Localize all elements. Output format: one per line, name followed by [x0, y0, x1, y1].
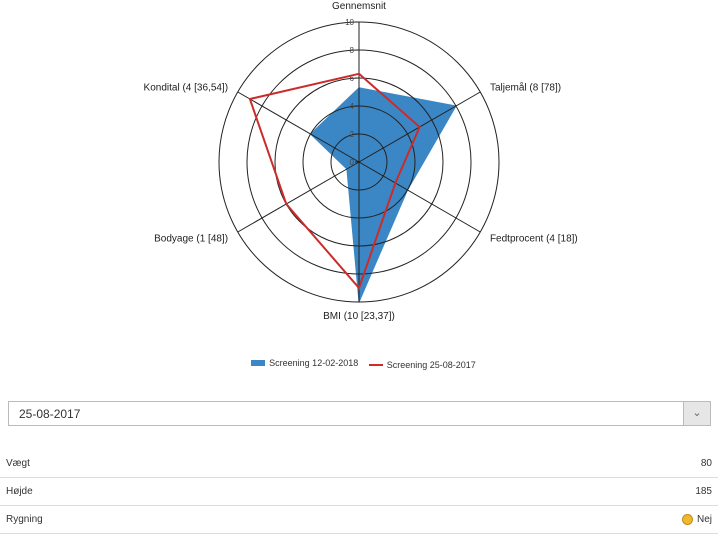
row-label: Højde	[6, 486, 33, 497]
table-row: Vægt 80	[0, 450, 718, 478]
tick-label: 0	[350, 158, 355, 167]
series-line	[248, 72, 421, 290]
row-value: Nej	[696, 514, 712, 525]
row-value: 185	[695, 486, 712, 497]
row-value-wrap: Nej	[681, 514, 712, 525]
legend-label: Screening 12-02-2018	[269, 358, 359, 368]
tick-label: 4	[350, 102, 355, 111]
date-select-value: 25-08-2017	[19, 407, 81, 421]
axis-label: Taljemål (8 [78])	[490, 81, 561, 93]
radar-chart: Gennemsnit Taljemål (8 [78]) Fedtprocent (…	[144, 1, 578, 322]
tick-label: 10	[345, 18, 354, 27]
series-area	[309, 87, 457, 303]
legend-swatch-red	[368, 364, 383, 366]
legend-label: Screening 25-08-2017	[386, 360, 476, 370]
smiley-icon	[681, 514, 693, 525]
tick-label: 6	[350, 74, 355, 83]
legend-item-blue[interactable]: Screening 12-02-2018	[251, 358, 358, 368]
axis-label: BMI (10 [23,37])	[323, 311, 395, 322]
legend: Screening 12-02-2018 Screening 25-08-201…	[0, 358, 727, 370]
legend-swatch-blue	[251, 360, 266, 366]
axis-label: Kondital (4 [36,54])	[144, 82, 229, 93]
axis-label: Bodyage (1 [48])	[154, 234, 228, 245]
chevron-down-icon[interactable]: ⌄	[683, 402, 710, 425]
axis-line	[237, 161, 360, 233]
legend-item-red[interactable]: Screening 25-08-2017	[368, 360, 476, 370]
date-select[interactable]: 25-08-2017 ⌄	[8, 401, 711, 426]
tick-label: 8	[350, 46, 355, 55]
row-label: Vægt	[6, 458, 30, 469]
axis-line	[237, 91, 360, 163]
axis-label: Fedtprocent (4 [18])	[490, 234, 578, 245]
table-row: Rygning Nej	[0, 506, 718, 534]
axis-line	[358, 161, 481, 233]
table-row: Højde 185	[0, 478, 718, 506]
row-value: 80	[700, 458, 712, 469]
row-label: Rygning	[6, 514, 43, 525]
axis-label: Gennemsnit	[332, 1, 386, 12]
tick-label: 2	[350, 130, 355, 139]
